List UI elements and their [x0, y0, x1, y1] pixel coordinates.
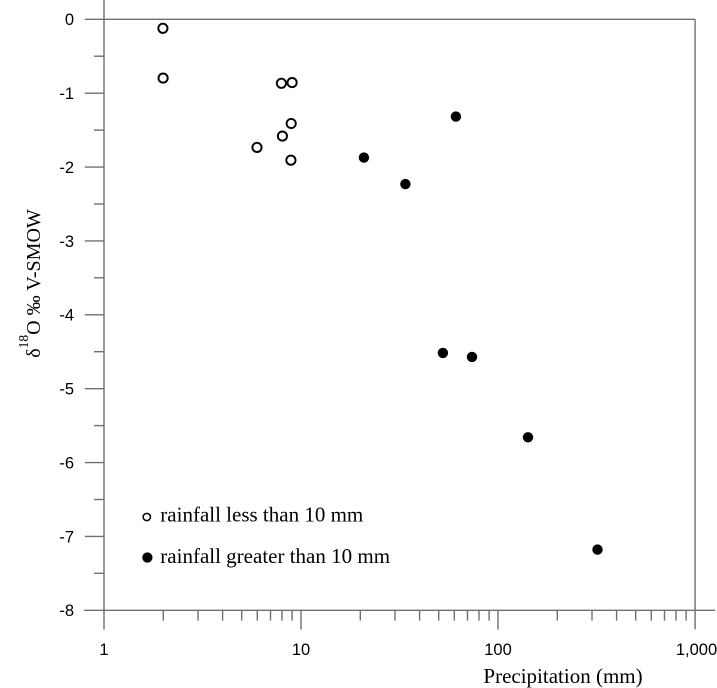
svg-text:-6: -6: [59, 454, 74, 472]
svg-text:10: 10: [292, 641, 310, 659]
svg-text:-7: -7: [59, 528, 74, 546]
svg-text:1: 1: [99, 641, 108, 659]
svg-text:rainfall less than 10 mm: rainfall less than 10 mm: [160, 502, 363, 526]
svg-text:100: 100: [484, 641, 512, 659]
svg-text:-3: -3: [59, 233, 74, 251]
svg-text:-1: -1: [59, 85, 74, 103]
svg-text:0: 0: [65, 11, 74, 29]
svg-text:-2: -2: [59, 159, 74, 177]
svg-text:-5: -5: [59, 381, 74, 399]
svg-text:-4: -4: [59, 307, 74, 325]
svg-text:Precipitation (mm): Precipitation (mm): [483, 664, 642, 688]
svg-text:-8: -8: [59, 602, 74, 620]
svg-text:1,000: 1,000: [676, 641, 717, 659]
svg-text:rainfall greater than 10 mm: rainfall greater than 10 mm: [160, 544, 390, 568]
